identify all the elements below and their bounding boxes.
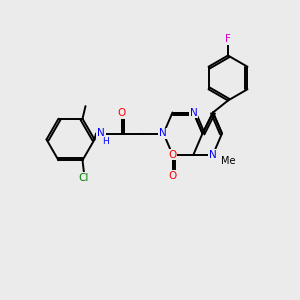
Text: N: N bbox=[209, 149, 217, 160]
Text: F: F bbox=[225, 34, 231, 44]
Text: Me: Me bbox=[221, 156, 236, 166]
Text: Cl: Cl bbox=[79, 173, 89, 183]
Text: O: O bbox=[168, 171, 177, 181]
Text: O: O bbox=[168, 149, 177, 160]
Text: N: N bbox=[97, 128, 105, 139]
Text: H: H bbox=[103, 137, 109, 146]
Text: N: N bbox=[190, 107, 197, 118]
Text: N: N bbox=[159, 128, 167, 139]
Text: O: O bbox=[117, 108, 126, 118]
